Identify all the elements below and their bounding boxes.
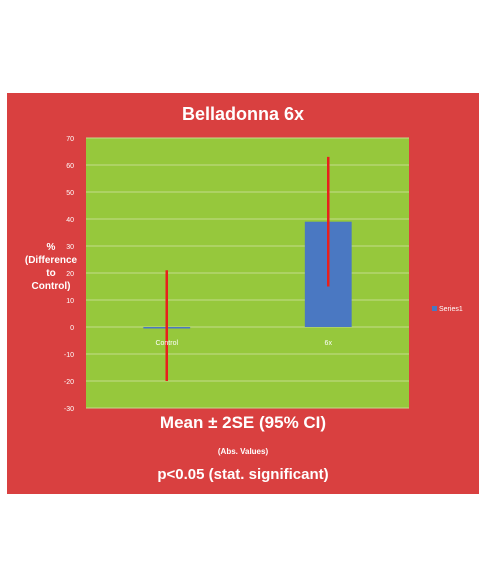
caption-significance: p<0.05 (stat. significant)	[157, 466, 329, 483]
legend-swatch	[432, 306, 437, 311]
y-tick-label: 0	[70, 325, 74, 332]
caption-sub: (Abs. Values)	[217, 447, 269, 456]
y-tick-label: 30	[66, 244, 74, 251]
category-label: 6x	[325, 340, 333, 347]
y-axis-label-line: (Difference	[24, 255, 78, 266]
y-tick-label: 70	[66, 136, 74, 143]
y-tick-label: 20	[66, 271, 74, 278]
y-axis-label-line: %	[46, 242, 56, 253]
y-tick-label: 60	[66, 163, 74, 170]
category-label: Control	[155, 340, 178, 347]
y-axis-label: % (Difference to Control)	[20, 241, 82, 293]
y-tick-label: -10	[64, 352, 74, 359]
y-tick-label: -30	[64, 406, 74, 413]
y-axis-label-line: to	[46, 268, 56, 279]
y-tick-label: 10	[66, 298, 74, 305]
y-tick-label: 50	[66, 190, 74, 197]
chart-title: Belladonna 6x	[181, 104, 305, 124]
y-tick-label: -20	[64, 379, 74, 386]
caption-main: Mean ± 2SE (95% CI)	[159, 413, 327, 432]
legend-entry: Series1	[439, 306, 463, 313]
y-tick-label: 40	[66, 217, 74, 224]
y-axis-label-line: Control)	[31, 281, 71, 292]
